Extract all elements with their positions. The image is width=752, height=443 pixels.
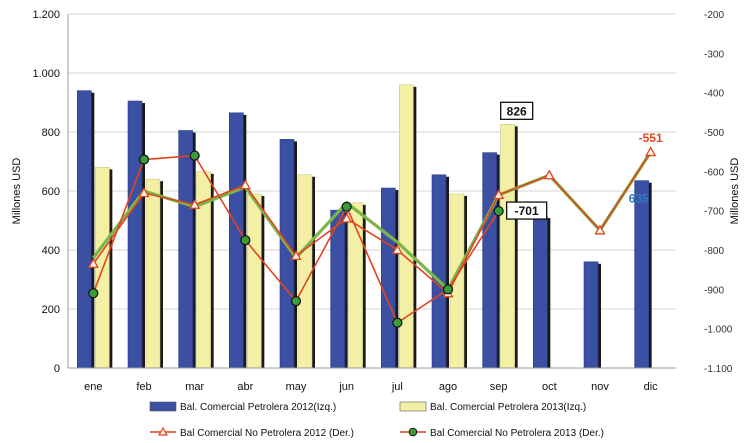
legend-label: Bal Comercial No Petrolera 2013 (Der.) xyxy=(430,428,604,439)
x-tick-label: dic xyxy=(644,381,659,393)
legend-swatch xyxy=(399,401,427,412)
bar xyxy=(145,178,161,369)
bar xyxy=(178,130,193,369)
triangle-marker xyxy=(493,189,505,200)
right-tick-label: -600 xyxy=(704,167,724,178)
x-tick-label: jul xyxy=(391,381,403,393)
circle-marker xyxy=(442,284,454,295)
legend-marker xyxy=(408,427,418,437)
x-tick-label: sep xyxy=(490,381,508,393)
triangle-marker xyxy=(594,224,606,235)
right-tick-label: -800 xyxy=(704,246,724,257)
annotation-label: 826 xyxy=(507,104,527,118)
circle-marker xyxy=(493,205,504,217)
circle-marker xyxy=(138,154,150,165)
left-tick-label: 800 xyxy=(42,127,60,139)
triangle-marker xyxy=(239,179,251,190)
legend-label: Bal Comercial No Petrolera 2012 (Der.) xyxy=(180,428,354,439)
legend-swatch xyxy=(149,401,177,412)
right-tick-label: -900 xyxy=(704,285,724,296)
annotation-label: -701 xyxy=(515,204,539,218)
bar xyxy=(500,124,515,369)
bar xyxy=(482,152,497,369)
x-tick-label: may xyxy=(286,381,307,393)
triangle-marker xyxy=(341,212,353,223)
x-tick-label: jun xyxy=(338,381,354,393)
x-tick-label: mar xyxy=(185,381,204,393)
x-tick-label: ago xyxy=(439,381,457,393)
right-axis-title: Millones USD xyxy=(729,158,741,225)
bar xyxy=(127,100,143,369)
circle-marker xyxy=(189,150,200,161)
series-line xyxy=(92,151,652,295)
bar xyxy=(533,215,548,369)
bars xyxy=(77,84,652,369)
bar xyxy=(77,90,92,369)
x-tick-label: abr xyxy=(237,381,253,393)
x-tick-label: oct xyxy=(542,381,557,393)
legend-label: Bal. Comercial Petrolera 2013(Izq.) xyxy=(430,402,586,413)
left-tick-label: 200 xyxy=(42,304,60,316)
legend-label: Bal. Comercial Petrolera 2012(Izq.) xyxy=(180,402,336,413)
annotation-box xyxy=(500,101,534,120)
bar xyxy=(431,174,447,369)
x-tick-label: ene xyxy=(84,381,102,393)
triangle-marker xyxy=(391,244,403,255)
triangle-marker xyxy=(189,198,201,209)
gridlines xyxy=(68,13,676,369)
series-line xyxy=(92,151,653,291)
bar xyxy=(381,187,396,369)
x-tick-label: nov xyxy=(591,381,609,393)
right-tick-label: -700 xyxy=(704,207,724,218)
circle-marker xyxy=(88,288,99,299)
annotations: 826 -701 -551 635 xyxy=(500,101,663,220)
triangle-marker xyxy=(645,146,657,157)
right-tick-label: -300 xyxy=(704,49,724,60)
axes: 0 200 400 600 800 1.000 1.200 -200 -300 -400 -500 -… xyxy=(11,9,741,393)
left-axis-title: Millones USD xyxy=(11,158,23,225)
circle-marker xyxy=(290,296,302,307)
triangle-marker xyxy=(87,257,99,268)
annotation-box xyxy=(506,201,548,220)
left-tick-label: 1.200 xyxy=(32,9,60,21)
circle-marker xyxy=(240,235,251,246)
left-tick-label: 0 xyxy=(54,363,60,375)
right-tick-label: -1.000 xyxy=(704,325,733,336)
lines xyxy=(87,146,657,328)
right-tick-label: -1.100 xyxy=(704,364,733,375)
circle-marker xyxy=(341,201,352,212)
bar xyxy=(583,261,599,369)
bar xyxy=(634,180,649,369)
right-tick-label: -500 xyxy=(704,128,724,139)
x-tick-label: feb xyxy=(136,381,151,393)
left-tick-label: 600 xyxy=(42,186,60,198)
annotation-label: -551 xyxy=(639,131,663,145)
triangle-marker xyxy=(138,187,150,198)
circle-marker xyxy=(392,317,403,328)
bar xyxy=(297,174,313,369)
bar xyxy=(247,193,262,369)
triangle-marker xyxy=(290,250,302,261)
left-tick-label: 1.000 xyxy=(32,68,60,80)
annotation-label: 635 xyxy=(629,192,649,206)
left-tick-label: 400 xyxy=(42,245,60,257)
triangle-marker xyxy=(543,169,555,180)
right-tick-label: -200 xyxy=(704,10,724,21)
legend: Bal. Comercial Petrolera 2012(Izq.) Bal. … xyxy=(149,401,604,439)
right-tick-label: -400 xyxy=(704,89,724,100)
legend-marker xyxy=(157,426,169,436)
